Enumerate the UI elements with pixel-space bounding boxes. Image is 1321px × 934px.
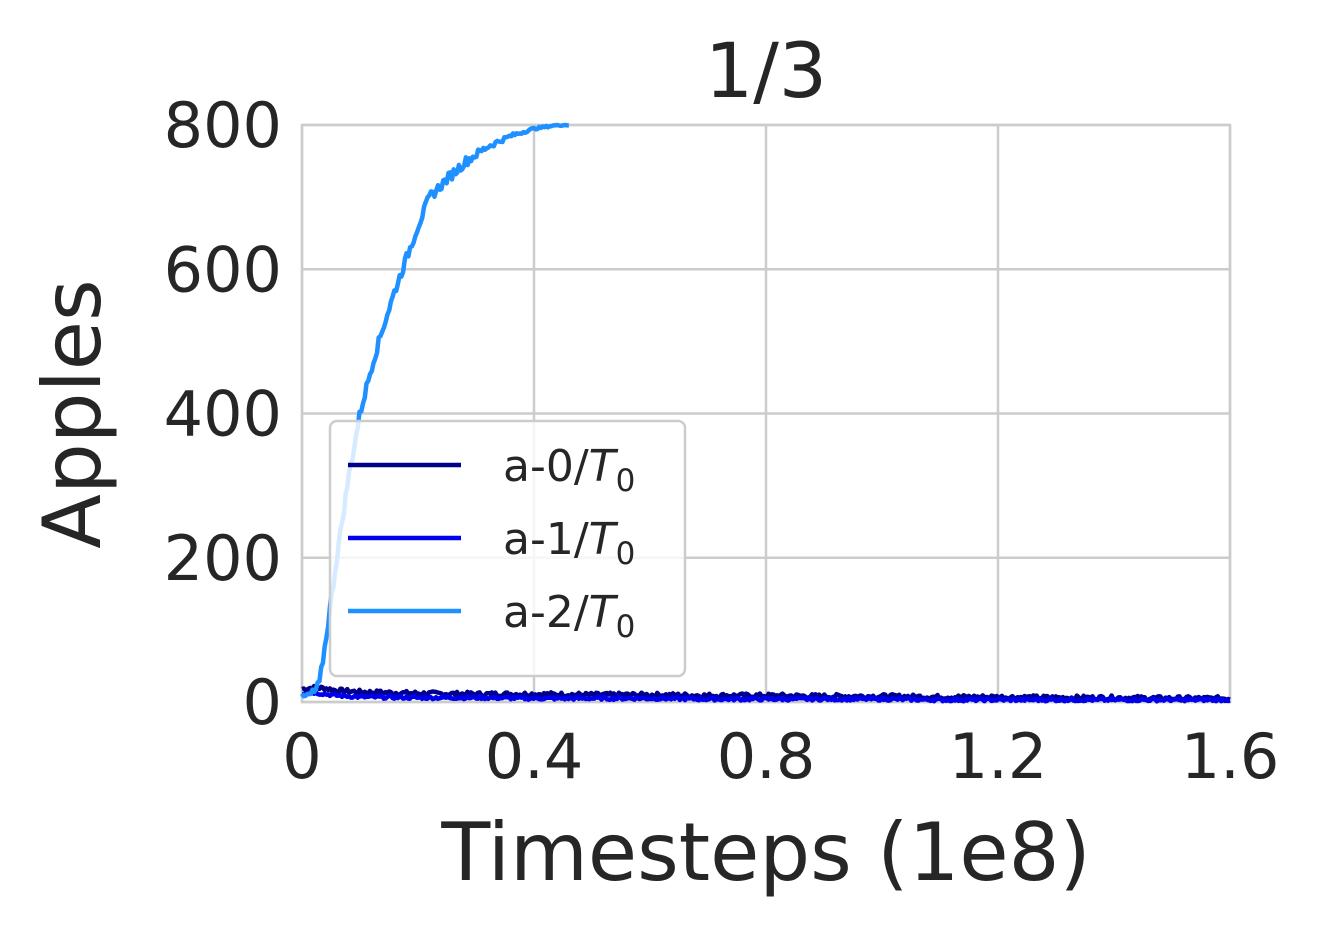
x-tick-labels: 0 0.4 0.8 1.2 1.6 xyxy=(282,720,1279,793)
y-tick-label: 600 xyxy=(164,233,282,306)
x-tick-label: 1.6 xyxy=(1181,720,1280,793)
plot-frame xyxy=(300,123,1232,704)
x-tick-label: 0 xyxy=(282,720,321,793)
y-tick-label: 0 xyxy=(243,666,282,739)
x-tick-label: 0.8 xyxy=(717,720,816,793)
y-tick-label: 200 xyxy=(164,522,282,595)
x-tick-label: 1.2 xyxy=(949,720,1048,793)
legend-label: a-1/T0 xyxy=(503,514,635,572)
legend: a-0/T0 a-1/T0 a-2/T0 xyxy=(328,419,687,678)
x-tick-label: 0.4 xyxy=(485,720,584,793)
y-tick-label: 800 xyxy=(164,89,282,162)
y-tick-labels: 0 200 400 600 800 xyxy=(164,89,282,739)
y-tick-label: 400 xyxy=(164,378,282,451)
y-axis-label: Apples xyxy=(26,279,119,548)
legend-label: a-2/T0 xyxy=(503,587,635,645)
x-axis-label: Timesteps (1e8) xyxy=(440,806,1090,899)
series-line xyxy=(301,690,1231,704)
legend-label: a-0/T0 xyxy=(503,441,635,499)
chart-title: 1/3 xyxy=(705,26,827,115)
